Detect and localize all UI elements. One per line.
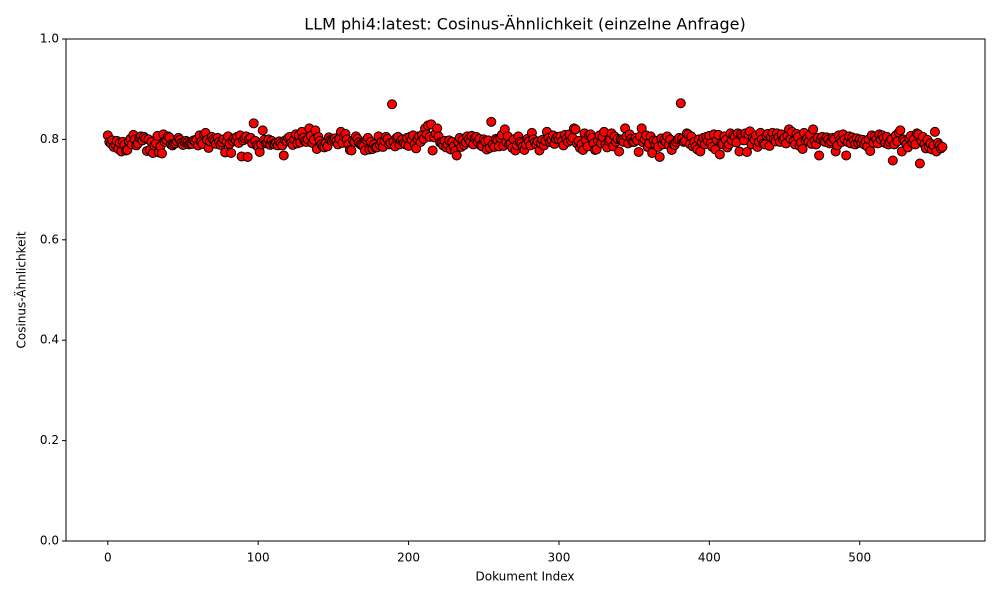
point [675,98,686,109]
y-tick-label: 0.6 [40,232,59,246]
point [432,123,443,134]
point [714,149,725,160]
point [257,125,268,136]
point [887,155,898,166]
x-tick-label: 400 [698,551,721,565]
point [156,148,167,159]
x-axis-label: Dokument Index [476,570,575,584]
point [808,124,819,135]
point [654,151,665,162]
point [226,147,237,158]
point [647,147,658,158]
x-tick-label: 0 [104,551,112,565]
x-tick-label: 300 [548,551,571,565]
point [797,143,808,154]
point [451,150,462,161]
y-axis-label: Cosinus-Ähnlichkeit [14,231,29,348]
point [814,150,825,161]
x-tick-label: 100 [247,551,270,565]
y-tick-label: 0.2 [40,433,59,447]
point [937,141,948,152]
x-tick-label: 500 [848,551,871,565]
point [695,146,706,157]
point [427,145,438,156]
point [278,150,289,161]
point [570,124,581,135]
y-tick-label: 0.8 [40,132,59,146]
point [346,145,357,156]
point [636,123,647,134]
x-tick-label: 200 [397,551,420,565]
point [486,116,497,127]
point [841,150,852,161]
point [929,126,940,137]
point [895,125,906,136]
point [741,146,752,157]
point [387,99,398,110]
plot-frame [65,38,986,542]
y-tick-label: 1.0 [40,32,59,46]
point [633,146,644,157]
point [614,146,625,157]
y-tick-label: 0.4 [40,333,59,347]
chart-title: LLM phi4:latest: Cosinus-Ähnlichkeit (ei… [304,15,745,34]
point [248,118,259,129]
y-tick-label: 0.0 [40,534,59,548]
point [242,151,253,162]
point [914,158,925,169]
